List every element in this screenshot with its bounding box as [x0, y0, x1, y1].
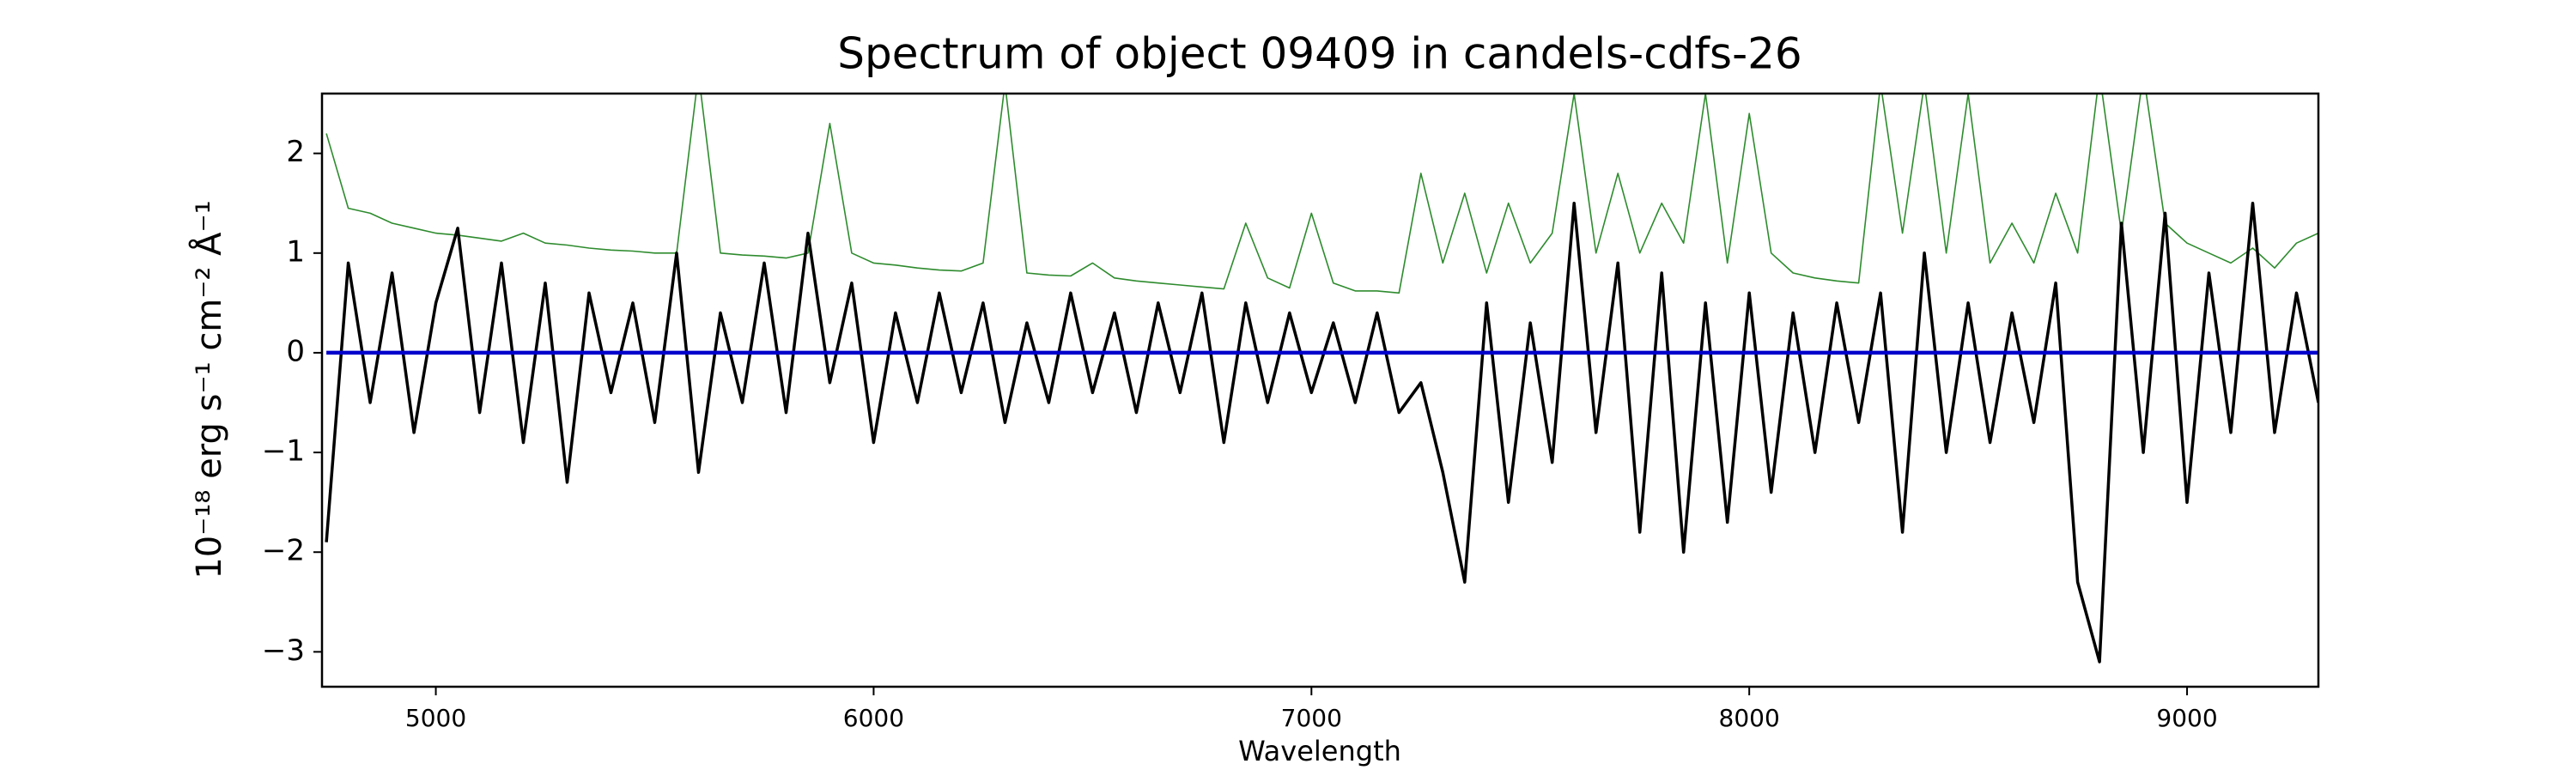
y-axis-label: 10⁻¹⁸ erg s⁻¹ cm⁻² Å⁻¹	[188, 200, 229, 579]
x-tick-label: 5000	[405, 704, 466, 732]
x-tick-label: 7000	[1281, 704, 1342, 732]
spectrum-line	[325, 94, 2318, 294]
y-tick-label: 1	[286, 234, 305, 269]
y-tick-label: −3	[262, 634, 305, 668]
axes-frame	[320, 92, 2320, 688]
y-tick-label: 2	[286, 135, 305, 169]
y-tick-label: −1	[262, 434, 305, 469]
chart-title: Spectrum of object 09409 in candels-cdfs…	[837, 29, 1802, 79]
x-tick-label: 9000	[2156, 704, 2217, 732]
x-axis-label: Wavelength	[1238, 735, 1401, 767]
spectrum-line	[325, 201, 2318, 664]
x-tick-label: 6000	[843, 704, 904, 732]
plot-area	[325, 94, 2318, 664]
y-tick-label: −2	[262, 534, 305, 568]
y-tick-label: 0	[286, 334, 305, 368]
x-tick-label: 8000	[1719, 704, 1780, 732]
